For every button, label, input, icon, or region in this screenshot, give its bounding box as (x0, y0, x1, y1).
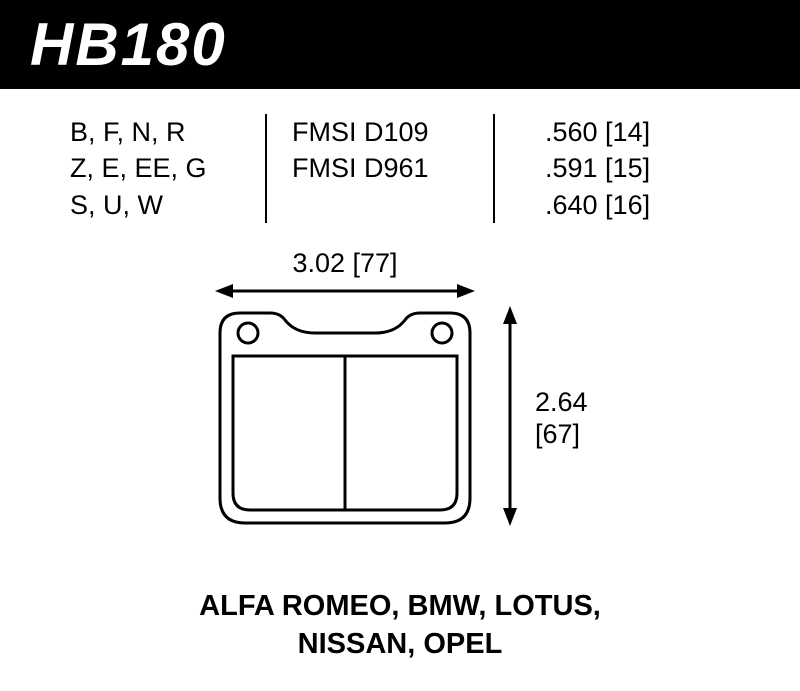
spec-val: Z, E, EE, G (70, 150, 245, 186)
spec-row: B, F, N, R Z, E, EE, G S, U, W FMSI D109… (0, 89, 800, 238)
diagram-area: 3.02 [77] (0, 238, 800, 578)
height-val-mm: [67] (535, 418, 588, 450)
height-label: 2.64 [67] (535, 386, 588, 451)
vehicle-line: NISSAN, OPEL (50, 626, 750, 664)
height-arrow (500, 306, 520, 531)
vehicle-line: ALFA ROMEO, BMW, LOTUS, (50, 588, 750, 626)
brake-pad-outline (215, 308, 475, 528)
height-dimension: 2.64 [67] (500, 308, 700, 528)
width-arrow (215, 281, 475, 301)
width-label: 3.02 [77] (215, 248, 475, 279)
height-val: 2.64 (535, 386, 588, 418)
part-number: HB180 (30, 11, 227, 78)
header-bar: HB180 (0, 0, 800, 89)
spec-col-compounds: B, F, N, R Z, E, EE, G S, U, W (50, 114, 265, 223)
spec-val: .560 [14] (545, 114, 730, 150)
spec-val: FMSI D109 (292, 114, 468, 150)
spec-col-thickness: .560 [14] .591 [15] .640 [16] (495, 114, 750, 223)
spec-val: FMSI D961 (292, 150, 468, 186)
vehicle-list: ALFA ROMEO, BMW, LOTUS, NISSAN, OPEL (0, 578, 800, 683)
spec-val: .591 [15] (545, 150, 730, 186)
width-dimension: 3.02 [77] (215, 248, 475, 301)
spec-col-fmsi: FMSI D109 FMSI D961 (265, 114, 495, 223)
spec-val: B, F, N, R (70, 114, 245, 150)
spec-val: S, U, W (70, 187, 245, 223)
spec-val: .640 [16] (545, 187, 730, 223)
